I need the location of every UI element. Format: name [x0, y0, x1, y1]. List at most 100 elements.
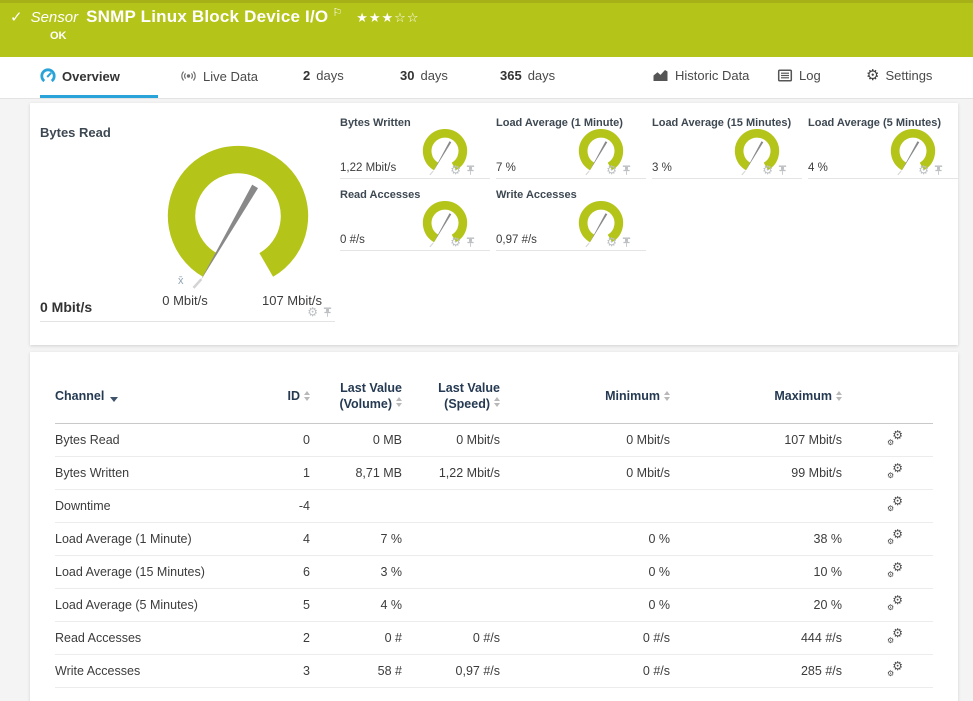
maximum-value: 20 %	[670, 598, 842, 612]
priority-flag-icon[interactable]: ⚐	[332, 6, 342, 19]
tab-number: 30	[400, 68, 414, 83]
edit-channel-icon[interactable]: ⚙⚙	[887, 497, 903, 512]
column-header-minimum[interactable]: Minimum	[500, 389, 670, 403]
edit-channel-icon[interactable]: ⚙⚙	[887, 464, 903, 479]
tab-2-days[interactable]: 2 days	[303, 68, 344, 83]
channel-name: Write Accesses	[55, 664, 260, 678]
sensor-header: ✓ Sensor SNMP Linux Block Device I/O ⚐ ★…	[0, 0, 973, 57]
star-icon[interactable]: ★	[369, 10, 382, 25]
table-row: Read Accesses 2 0 # 0 #/s 0 #/s 444 #/s …	[55, 622, 933, 655]
gauge-card-bytes-written: Bytes Written 1,22 Mbit/s ⚙	[340, 115, 490, 179]
priority-stars[interactable]: ★★★☆☆	[356, 10, 419, 26]
gauge-current-value: 4 %	[808, 162, 828, 174]
column-header-last-value-speed[interactable]: Last Value (Speed)	[402, 380, 500, 413]
tab-label: days	[420, 68, 447, 83]
minimum-value: 0 Mbit/s	[500, 466, 670, 480]
table-row: Load Average (1 Minute) 4 7 % 0 % 38 % ⚙…	[55, 523, 933, 556]
edit-channel-icon[interactable]: ⚙⚙	[887, 629, 903, 644]
pin-icon[interactable]	[621, 237, 632, 248]
pin-icon[interactable]	[621, 165, 632, 176]
pin-icon[interactable]	[465, 237, 476, 248]
edit-channel-icon[interactable]: ⚙⚙	[887, 596, 903, 611]
channel-name: Read Accesses	[55, 631, 260, 645]
gauge-settings-icon[interactable]: ⚙	[307, 306, 318, 318]
prtg-sensor-page: ✓ Sensor SNMP Linux Block Device I/O ⚐ ★…	[0, 0, 973, 701]
tab-label: Live Data	[203, 69, 258, 84]
status-check-icon: ✓	[10, 8, 23, 26]
gear-icon: ⚙	[887, 670, 894, 678]
tab-settings[interactable]: ⚙ Settings	[866, 68, 932, 83]
pin-icon[interactable]	[322, 307, 333, 318]
last-value-speed: 0 Mbit/s	[402, 433, 500, 447]
gear-icon: ⚙	[887, 538, 894, 546]
table-header-row: Channel ID Last Value (Volume) Last Valu…	[55, 352, 933, 424]
edit-channel-icon[interactable]: ⚙⚙	[887, 530, 903, 545]
maximum-value: 10 %	[670, 565, 842, 579]
gauge-current-value: 0,97 #/s	[496, 234, 537, 246]
status-badge: OK	[50, 30, 67, 42]
pin-icon[interactable]	[777, 165, 788, 176]
gauge-settings-icon[interactable]: ⚙	[606, 164, 617, 176]
mean-marker: x̄	[178, 275, 184, 287]
channel-name: Load Average (1 Minute)	[55, 532, 260, 546]
table-row: Downtime -4 ⚙⚙	[55, 490, 933, 523]
sort-toggle-icon	[664, 391, 670, 401]
edit-channel-icon[interactable]: ⚙⚙	[887, 563, 903, 578]
card-actions: ⚙	[762, 164, 788, 176]
tab-live-data[interactable]: Live Data	[180, 68, 258, 84]
tab-overview[interactable]: Overview	[40, 68, 120, 84]
gauge-current-value: 7 %	[496, 162, 516, 174]
tab-label: Overview	[62, 69, 120, 84]
gauges-panel: Bytes Read x̄ 0 Mbit/s 107 Mbit/s 0 Mbit…	[30, 103, 958, 345]
star-icon[interactable]: ★	[356, 10, 369, 25]
gauge-current-value: 3 %	[652, 162, 672, 174]
gauge-settings-icon[interactable]: ⚙	[606, 236, 617, 248]
column-header-id[interactable]: ID	[260, 389, 310, 403]
column-header-channel[interactable]: Channel	[55, 389, 260, 403]
channel-name: Bytes Read	[55, 433, 260, 447]
last-value-volume: 0 MB	[310, 433, 402, 447]
gauge-card-write-accesses: Write Accesses 0,97 #/s ⚙	[496, 187, 646, 251]
tab-log[interactable]: Log	[777, 68, 821, 83]
table-row: Load Average (15 Minutes) 6 3 % 0 % 10 %…	[55, 556, 933, 589]
tab-number: 365	[500, 68, 522, 83]
area-chart-icon	[652, 68, 669, 83]
last-value-volume: 0 #	[310, 631, 402, 645]
object-kind-label: Sensor	[31, 9, 79, 26]
column-label: Minimum	[605, 389, 660, 403]
log-list-icon	[777, 68, 793, 83]
column-header-maximum[interactable]: Maximum	[670, 389, 842, 403]
channel-id: 5	[260, 598, 310, 612]
card-actions: ⚙	[918, 164, 944, 176]
pin-icon[interactable]	[933, 165, 944, 176]
maximum-value: 285 #/s	[670, 664, 842, 678]
channel-id: 1	[260, 466, 310, 480]
table-row: Write Accesses 3 58 # 0,97 #/s 0 #/s 285…	[55, 655, 933, 688]
edit-channel-icon[interactable]: ⚙⚙	[887, 431, 903, 446]
gauge-settings-icon[interactable]: ⚙	[450, 164, 461, 176]
star-outline-icon[interactable]: ☆	[394, 10, 407, 25]
gear-icon: ⚙	[887, 637, 894, 645]
gauge-settings-icon[interactable]: ⚙	[762, 164, 773, 176]
maximum-value: 99 Mbit/s	[670, 466, 842, 480]
card-actions: ⚙	[307, 306, 333, 318]
minimum-value: 0 Mbit/s	[500, 433, 670, 447]
tab-historic-data[interactable]: Historic Data	[652, 68, 749, 83]
gauge-card-load-average-1-minute: Load Average (1 Minute) 7 % ⚙	[496, 115, 646, 179]
star-outline-icon[interactable]: ☆	[407, 10, 420, 25]
card-actions: ⚙	[450, 236, 476, 248]
gauge-settings-icon[interactable]: ⚙	[450, 236, 461, 248]
column-header-last-value-volume[interactable]: Last Value (Volume)	[310, 380, 402, 413]
star-icon[interactable]: ★	[382, 10, 395, 25]
tab-bar: Overview Live Data 2 days 30 days 365 da…	[0, 57, 973, 99]
pin-icon[interactable]	[465, 165, 476, 176]
edit-channel-icon[interactable]: ⚙⚙	[887, 662, 903, 677]
last-value-volume: 8,71 MB	[310, 466, 402, 480]
gear-icon: ⚙	[887, 439, 894, 447]
tab-365-days[interactable]: 365 days	[500, 68, 555, 83]
channel-id: 2	[260, 631, 310, 645]
tab-30-days[interactable]: 30 days	[400, 68, 448, 83]
gauge-settings-icon[interactable]: ⚙	[918, 164, 929, 176]
channel-name: Bytes Written	[55, 466, 260, 480]
tab-label: Log	[799, 68, 821, 83]
